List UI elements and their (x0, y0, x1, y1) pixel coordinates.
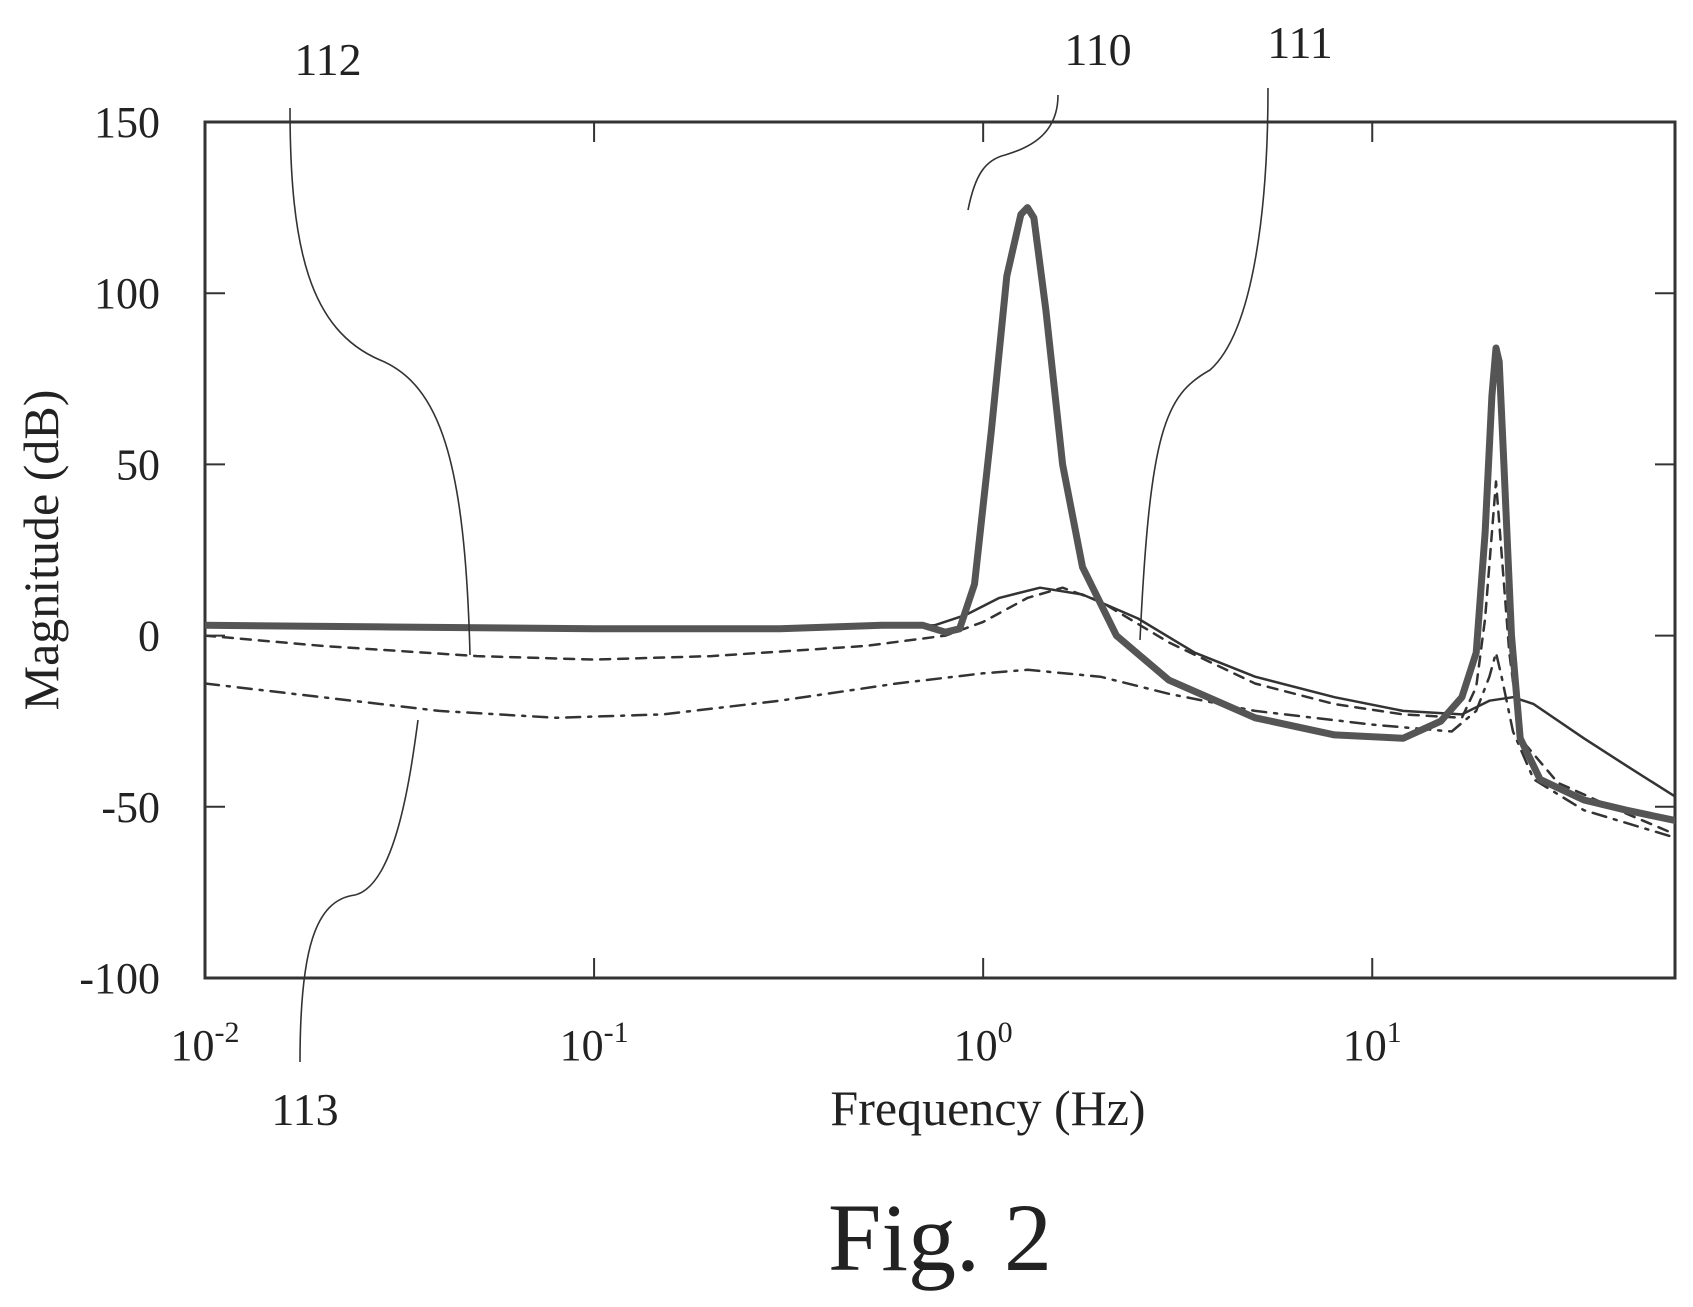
reference-label-110: 110 (1064, 24, 1131, 75)
series-line-thin-solid (205, 586, 1675, 798)
leader-line-112 (289, 107, 471, 656)
reference-labels: 110 111 112 113 (271, 17, 1332, 1135)
reference-leader-lines (289, 87, 1269, 1063)
x-tick-label: 101 (1343, 1016, 1402, 1070)
series-line-dashed (205, 480, 1675, 836)
y-axis-label: Magnitude (dB) (13, 390, 69, 711)
leader-line-113 (299, 719, 419, 1063)
x-tick-label: 100 (954, 1016, 1013, 1070)
y-tick-label: 0 (138, 612, 160, 661)
y-tick-label: -50 (101, 783, 160, 832)
y-tick-label: 100 (94, 269, 160, 318)
axis-ticks (204, 121, 1675, 979)
leader-line-110 (967, 94, 1059, 211)
x-axis-label: Frequency (Hz) (830, 1080, 1145, 1136)
reference-label-112: 112 (294, 34, 361, 85)
y-tick-label: 150 (94, 98, 160, 147)
figure-caption: Fig. 2 (828, 1184, 1052, 1291)
plot-frame (203, 120, 1677, 980)
x-tick-label: 10-1 (560, 1016, 629, 1070)
reference-label-113: 113 (271, 1084, 338, 1135)
y-tick-label: 50 (116, 440, 160, 489)
reference-label-111: 111 (1267, 17, 1333, 68)
y-tick-label: -100 (79, 954, 160, 1003)
series-layer (205, 204, 1675, 839)
axis-tick-labels: 10-2 10-1 100 101 150 100 50 0 -50 -100 (79, 98, 1401, 1070)
x-tick-label: 10-2 (171, 1016, 240, 1070)
series-line-bold-solid (205, 204, 1675, 824)
leader-line-111 (1139, 87, 1269, 641)
